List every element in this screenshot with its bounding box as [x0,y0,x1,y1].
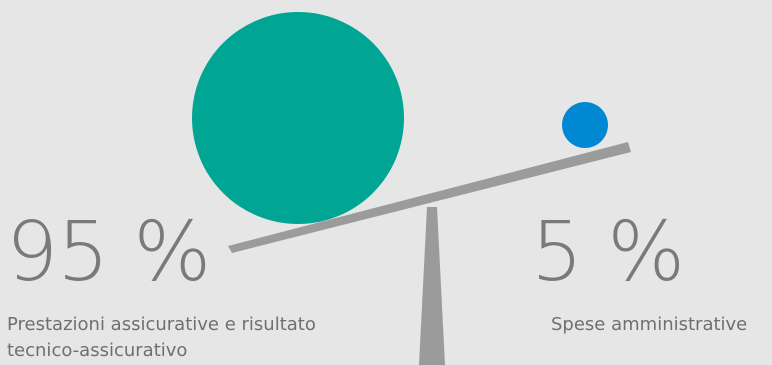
right-percent: 5 % [531,205,685,300]
right-label: Spese amministrative [551,314,748,335]
scale-stand [419,207,445,365]
left-label: Prestazioni assicurative e risultato tec… [7,314,316,361]
left-weight-circle [192,12,404,224]
scale-beam [228,142,631,253]
right-weight-circle [562,102,608,148]
left-percent: 95 % [6,205,211,300]
